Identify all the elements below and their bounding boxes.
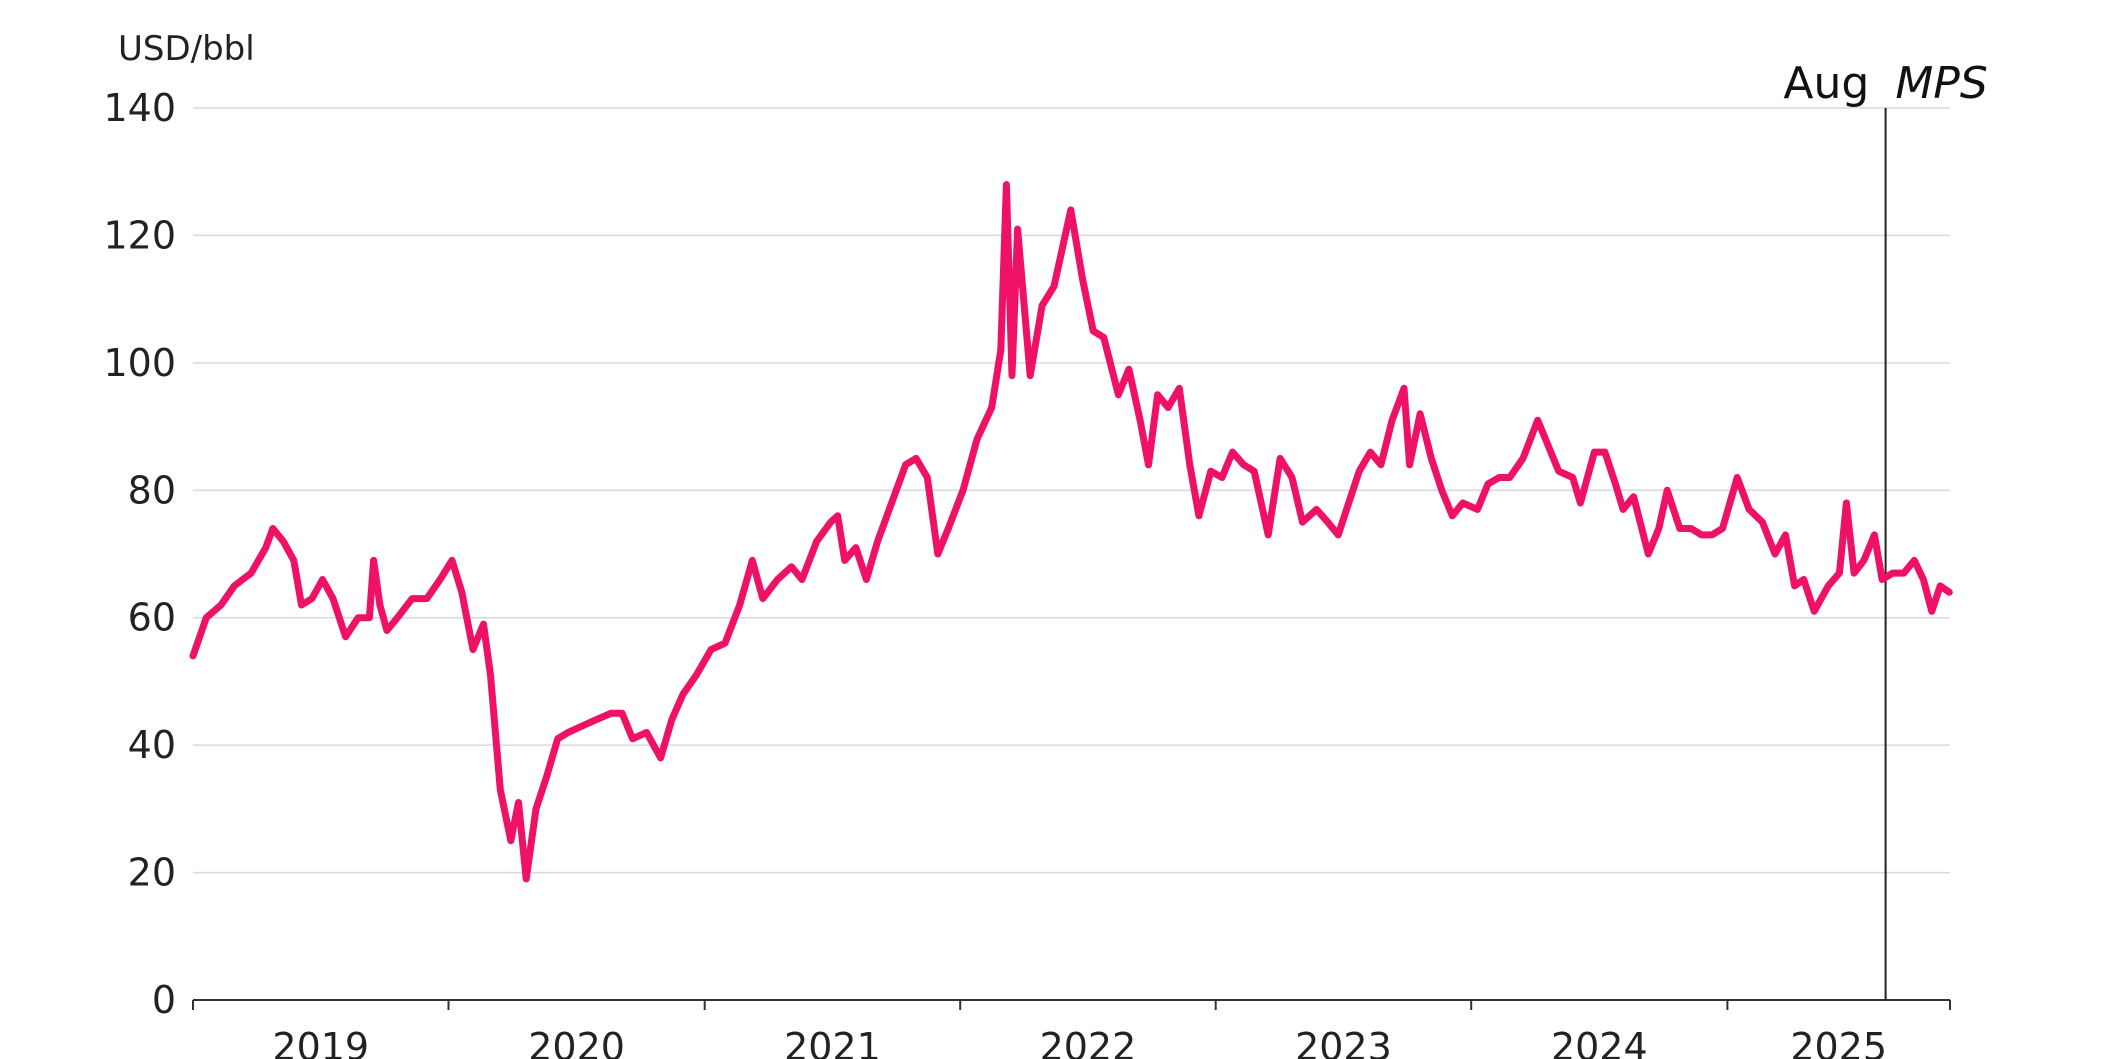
y-axis-ticks: 0 20 40 60 80 100 120 140 (103, 86, 176, 1022)
x-tick-label: 2025 (1790, 1025, 1887, 1059)
x-tick-label: 2024 (1551, 1025, 1648, 1059)
x-axis: 2019 2020 2021 2022 2023 2024 2025 (192, 999, 1951, 1059)
x-tick-label: 2020 (528, 1025, 625, 1059)
x-tick-label: 2019 (272, 1025, 369, 1059)
x-tick-label: 2022 (1040, 1025, 1137, 1059)
y-tick-label: 80 (128, 468, 176, 512)
y-tick-label: 120 (103, 213, 176, 257)
y-tick-label: 0 (152, 978, 176, 1022)
mps-label-month: Aug (1783, 58, 1869, 109)
y-tick-label: 140 (103, 86, 176, 130)
y-tick-label: 60 (128, 596, 176, 640)
x-tick-label: 2021 (784, 1025, 881, 1059)
mps-annotation: Aug MPS (1783, 58, 1988, 1000)
mps-marker-label: Aug MPS (1783, 58, 1987, 109)
oil-price-series-line (189, 181, 1953, 883)
y-axis-unit-label: USD/bbl (118, 29, 255, 69)
x-tick-label: 2023 (1295, 1025, 1392, 1059)
gridlines (193, 107, 1950, 874)
mps-label-italic: MPS (1895, 58, 1987, 109)
y-tick-label: 40 (128, 723, 176, 767)
y-tick-label: 20 (128, 851, 176, 895)
y-tick-label: 100 (103, 341, 176, 385)
